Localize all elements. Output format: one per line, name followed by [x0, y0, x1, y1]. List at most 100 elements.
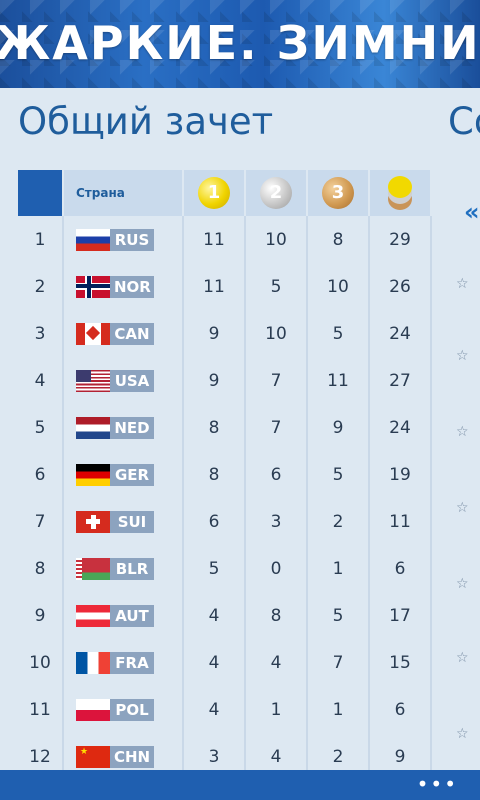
silver-count: 6 [244, 451, 308, 498]
silver-count: 10 [244, 216, 308, 263]
table-row[interactable]: 8 BLR 5 0 1 6 [18, 545, 432, 592]
gold-count: 9 [182, 310, 246, 357]
country-cell: GER [62, 451, 184, 498]
total-header[interactable] [368, 170, 432, 216]
rank-cell: 9 [34, 605, 46, 626]
page-title: Общий зачет [18, 100, 274, 143]
favorite-star-icon[interactable]: ☆ [456, 650, 469, 666]
bronze-count: 5 [306, 310, 370, 357]
canada-flag-icon [76, 322, 110, 345]
country-code: NED [110, 416, 154, 439]
olympic-banner: ЖАРКИЕ. ЗИМНИЕ. ТВОИ. [0, 0, 480, 88]
netherlands-flag-icon [76, 416, 110, 439]
favorite-star-icon[interactable]: ☆ [456, 726, 469, 742]
bronze-count: 2 [306, 498, 370, 545]
country-cell: RUS [62, 216, 184, 263]
silver-header[interactable]: 2 [244, 170, 308, 216]
country-cell: BLR [62, 545, 184, 592]
country-cell: USA [62, 357, 184, 404]
country-cell: CAN [62, 310, 184, 357]
switzerland-flag-icon [76, 510, 110, 533]
rank-cell: 10 [29, 652, 51, 673]
gold-count: 8 [182, 451, 246, 498]
total-count: 24 [368, 404, 432, 451]
banner-slogan: ЖАРКИЕ. ЗИМНИЕ. ТВОИ. [0, 16, 480, 70]
country-cell: SUI [62, 498, 184, 545]
table-row[interactable]: 7 SUI 6 3 2 11 [18, 498, 432, 545]
rank-cell: 11 [29, 699, 51, 720]
table-row[interactable]: 2 NOR 11 5 10 26 [18, 263, 432, 310]
bronze-count: 9 [306, 404, 370, 451]
more-options-icon[interactable]: ••• [416, 772, 458, 796]
table-row[interactable]: 11 POL 4 1 1 6 [18, 686, 432, 733]
table-row[interactable]: 3 CAN 9 10 5 24 [18, 310, 432, 357]
country-code: CAN [110, 322, 154, 345]
bronze-count: 5 [306, 592, 370, 639]
next-panorama-title[interactable]: Со [448, 100, 480, 143]
medal-standings-table: Страна 1 2 3 1 RUS 11 10 8 29 2 [18, 170, 432, 780]
country-code: BLR [110, 557, 154, 580]
rank-cell: 4 [34, 370, 46, 391]
country-cell: POL [62, 686, 184, 733]
silver-count: 0 [244, 545, 308, 592]
germany-flag-icon [76, 463, 110, 486]
bronze-count: 1 [306, 686, 370, 733]
country-code: RUS [110, 228, 154, 251]
gold-medal-icon: 1 [198, 177, 230, 209]
table-row[interactable]: 5 NED 8 7 9 24 [18, 404, 432, 451]
rank-cell: 3 [34, 323, 46, 344]
bronze-header[interactable]: 3 [306, 170, 370, 216]
total-count: 26 [368, 263, 432, 310]
country-code: CHN [110, 745, 154, 768]
table-row[interactable]: 1 RUS 11 10 8 29 [18, 216, 432, 263]
total-count: 17 [368, 592, 432, 639]
total-count: 11 [368, 498, 432, 545]
gold-count: 4 [182, 639, 246, 686]
favorite-star-icon[interactable]: ☆ [456, 576, 469, 592]
country-cell: NOR [62, 263, 184, 310]
country-code: SUI [110, 510, 154, 533]
country-header[interactable]: Страна [62, 170, 184, 216]
favorite-star-icon[interactable]: ☆ [456, 348, 469, 364]
table-row[interactable]: 10 FRA 4 4 7 15 [18, 639, 432, 686]
next-panel-arrow-icon[interactable]: « [464, 198, 480, 226]
table-row[interactable]: 4 USA 9 7 11 27 [18, 357, 432, 404]
silver-count: 4 [244, 639, 308, 686]
rank-cell: 12 [29, 746, 51, 767]
silver-count: 7 [244, 357, 308, 404]
silver-count: 3 [244, 498, 308, 545]
china-flag-icon: ★ [76, 745, 110, 768]
country-code: USA [110, 369, 154, 392]
rank-cell: 6 [34, 464, 46, 485]
gold-count: 6 [182, 498, 246, 545]
bronze-medal-icon: 3 [322, 177, 354, 209]
silver-count: 5 [244, 263, 308, 310]
silver-count: 7 [244, 404, 308, 451]
country-code: AUT [110, 604, 154, 627]
rank-cell: 5 [34, 417, 46, 438]
country-cell: AUT [62, 592, 184, 639]
rank-cell: 1 [34, 229, 46, 250]
gold-header[interactable]: 1 [182, 170, 246, 216]
total-count: 24 [368, 310, 432, 357]
favorite-star-icon[interactable]: ☆ [456, 424, 469, 440]
gold-count: 11 [182, 216, 246, 263]
rank-cell: 8 [34, 558, 46, 579]
france-flag-icon [76, 651, 110, 674]
austria-flag-icon [76, 604, 110, 627]
table-header-row: Страна 1 2 3 [18, 170, 432, 216]
silver-count: 10 [244, 310, 308, 357]
gold-count: 5 [182, 545, 246, 592]
favorite-star-icon[interactable]: ☆ [456, 276, 469, 292]
rank-cell: 2 [34, 276, 46, 297]
gold-count: 11 [182, 263, 246, 310]
country-code: POL [110, 698, 154, 721]
belarus-flag-icon [76, 557, 110, 580]
bronze-count: 7 [306, 639, 370, 686]
total-count: 27 [368, 357, 432, 404]
favorite-star-icon[interactable]: ☆ [456, 500, 469, 516]
table-row[interactable]: 9 AUT 4 8 5 17 [18, 592, 432, 639]
country-cell: FRA [62, 639, 184, 686]
rank-header[interactable] [18, 170, 63, 216]
table-row[interactable]: 6 GER 8 6 5 19 [18, 451, 432, 498]
